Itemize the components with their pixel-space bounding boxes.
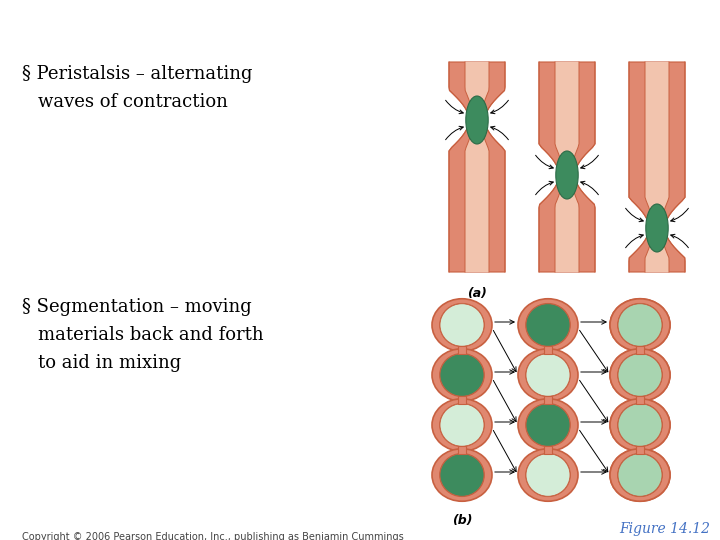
Ellipse shape <box>440 454 484 496</box>
Ellipse shape <box>526 454 570 496</box>
Ellipse shape <box>518 299 578 351</box>
Ellipse shape <box>610 399 670 451</box>
Polygon shape <box>544 446 552 454</box>
Ellipse shape <box>618 454 662 496</box>
Text: § Peristalsis – alternating: § Peristalsis – alternating <box>22 65 253 83</box>
Ellipse shape <box>618 354 662 396</box>
Ellipse shape <box>610 399 670 451</box>
Ellipse shape <box>618 454 662 496</box>
Ellipse shape <box>526 354 570 396</box>
Polygon shape <box>636 446 644 454</box>
Ellipse shape <box>610 349 670 401</box>
Ellipse shape <box>440 354 484 396</box>
Ellipse shape <box>610 349 670 401</box>
Ellipse shape <box>618 404 662 446</box>
Ellipse shape <box>466 96 488 144</box>
Polygon shape <box>636 396 644 404</box>
Ellipse shape <box>440 303 484 346</box>
Ellipse shape <box>440 303 484 346</box>
Polygon shape <box>458 446 466 454</box>
Text: to aid in mixing: to aid in mixing <box>38 354 181 372</box>
Polygon shape <box>458 346 466 354</box>
Ellipse shape <box>618 454 662 496</box>
Ellipse shape <box>526 454 570 496</box>
Ellipse shape <box>526 404 570 446</box>
Ellipse shape <box>610 299 670 351</box>
Polygon shape <box>465 62 489 272</box>
Ellipse shape <box>610 449 670 501</box>
Ellipse shape <box>432 399 492 451</box>
Polygon shape <box>539 62 595 272</box>
Ellipse shape <box>440 354 484 396</box>
Text: (b): (b) <box>451 514 472 527</box>
Ellipse shape <box>440 404 484 446</box>
Ellipse shape <box>432 449 492 501</box>
Text: Figure 14.12: Figure 14.12 <box>619 522 710 536</box>
Text: waves of contraction: waves of contraction <box>38 93 228 111</box>
Ellipse shape <box>432 349 492 401</box>
Ellipse shape <box>618 303 662 346</box>
Text: Copyright © 2006 Pearson Education, Inc., publishing as Benjamin Cummings: Copyright © 2006 Pearson Education, Inc.… <box>22 532 404 540</box>
Ellipse shape <box>610 449 670 501</box>
Polygon shape <box>636 346 644 354</box>
Polygon shape <box>555 62 579 272</box>
Text: materials back and forth: materials back and forth <box>38 326 264 344</box>
Ellipse shape <box>618 303 662 346</box>
Ellipse shape <box>432 299 492 351</box>
Ellipse shape <box>518 399 578 451</box>
Polygon shape <box>544 396 552 404</box>
Ellipse shape <box>618 404 662 446</box>
Ellipse shape <box>518 449 578 501</box>
Ellipse shape <box>646 204 668 252</box>
Ellipse shape <box>618 303 662 346</box>
Ellipse shape <box>518 349 578 401</box>
Ellipse shape <box>618 354 662 396</box>
Text: (a): (a) <box>467 287 487 300</box>
Polygon shape <box>645 62 669 272</box>
Ellipse shape <box>526 404 570 446</box>
Ellipse shape <box>526 303 570 346</box>
Ellipse shape <box>610 299 670 351</box>
Polygon shape <box>544 346 552 354</box>
Ellipse shape <box>556 151 578 199</box>
Ellipse shape <box>440 404 484 446</box>
Polygon shape <box>629 62 685 272</box>
Ellipse shape <box>440 454 484 496</box>
Text: § Segmentation – moving: § Segmentation – moving <box>22 298 252 316</box>
Ellipse shape <box>526 303 570 346</box>
Ellipse shape <box>618 354 662 396</box>
Ellipse shape <box>526 354 570 396</box>
Polygon shape <box>449 62 505 272</box>
Polygon shape <box>458 396 466 404</box>
Ellipse shape <box>618 404 662 446</box>
